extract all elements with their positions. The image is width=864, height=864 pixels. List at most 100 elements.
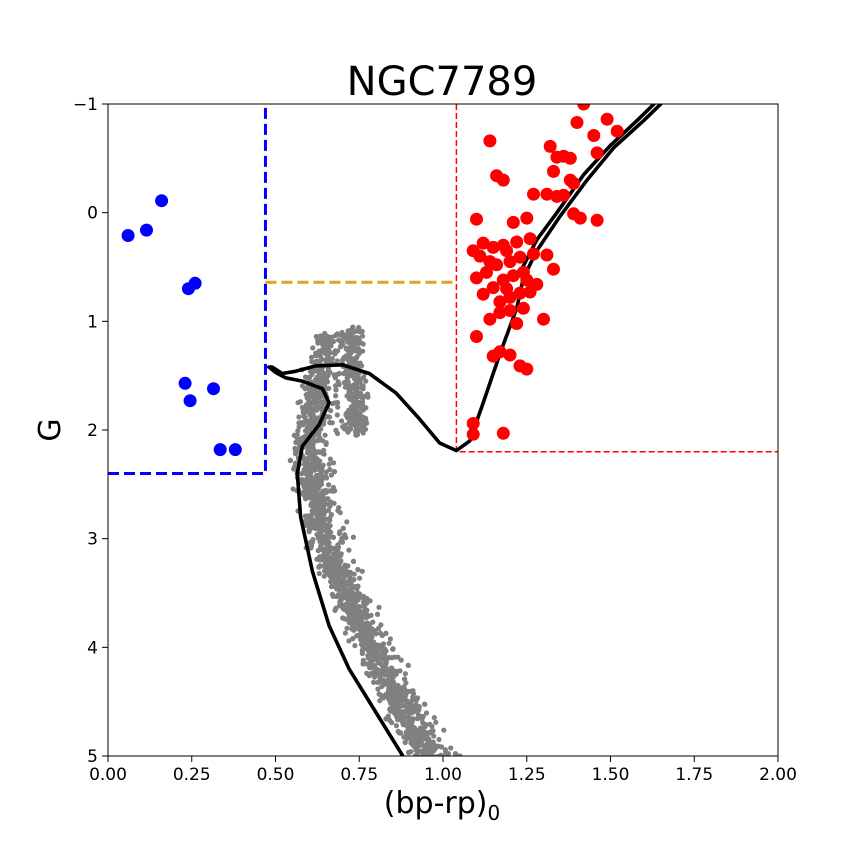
- red-giant-point: [503, 304, 517, 317]
- member-point: [408, 702, 414, 708]
- red-giant-point: [540, 187, 554, 201]
- y-tick-label: 0: [87, 204, 98, 224]
- member-point: [452, 751, 459, 756]
- member-point: [403, 680, 409, 686]
- red-giant-point: [503, 348, 517, 362]
- member-point: [341, 355, 347, 361]
- red-giant-point: [510, 317, 524, 330]
- member-point: [326, 531, 333, 538]
- member-point: [364, 670, 370, 676]
- member-point: [410, 691, 417, 697]
- member-point: [377, 653, 383, 659]
- member-point: [318, 481, 325, 487]
- member-point: [378, 622, 384, 628]
- member-point: [334, 412, 340, 418]
- red-giant-point: [516, 301, 530, 315]
- member-point: [339, 329, 345, 336]
- member-point: [402, 671, 408, 677]
- member-point: [321, 342, 327, 348]
- member-point: [405, 726, 411, 733]
- member-point: [356, 324, 362, 331]
- cluster-members-layer: [287, 324, 463, 764]
- member-point: [315, 473, 321, 479]
- member-point: [379, 632, 385, 639]
- member-point: [334, 400, 341, 406]
- member-point: [330, 534, 336, 541]
- member-point: [335, 548, 341, 554]
- member-point: [412, 741, 418, 747]
- red-giant-point: [486, 240, 500, 254]
- member-point: [398, 702, 404, 709]
- red-giant-point: [480, 265, 493, 279]
- member-point: [359, 405, 365, 411]
- member-point: [316, 535, 322, 541]
- member-point: [364, 636, 370, 642]
- member-point: [293, 460, 299, 466]
- red-giant-point: [520, 362, 534, 376]
- member-point: [308, 461, 314, 467]
- member-point: [325, 335, 331, 341]
- member-point: [389, 720, 395, 726]
- member-point: [442, 747, 448, 753]
- red-giant-point: [493, 345, 507, 359]
- red-giant-point: [476, 236, 490, 250]
- red-giant-point: [557, 188, 571, 202]
- member-point: [331, 338, 337, 344]
- member-point: [333, 387, 339, 393]
- member-point: [322, 432, 328, 438]
- member-point: [304, 450, 311, 456]
- member-point: [320, 507, 326, 514]
- member-point: [398, 730, 404, 736]
- member-point: [329, 557, 335, 564]
- blue-straggler-point: [155, 194, 169, 208]
- x-tick-label: 1.00: [424, 765, 462, 785]
- blue-straggler-point: [207, 382, 220, 396]
- red-giant-point: [573, 211, 587, 225]
- member-point: [325, 547, 331, 554]
- member-point: [315, 367, 321, 373]
- member-point: [364, 595, 370, 602]
- member-point: [411, 759, 416, 764]
- member-point: [428, 757, 433, 762]
- member-point: [366, 622, 372, 628]
- member-point: [308, 413, 315, 419]
- member-point: [325, 507, 332, 513]
- member-point: [323, 359, 330, 365]
- member-point: [323, 376, 329, 382]
- member-point: [414, 731, 420, 737]
- member-point: [375, 686, 381, 692]
- red-giant-point: [550, 150, 564, 164]
- member-point: [333, 427, 339, 433]
- member-point: [321, 511, 327, 518]
- x-tick-label: 0.75: [340, 765, 378, 785]
- member-point: [404, 735, 410, 742]
- member-point: [330, 593, 336, 599]
- member-point: [389, 695, 395, 702]
- blue-straggler-point: [183, 394, 197, 408]
- member-point: [359, 650, 365, 657]
- member-point: [362, 426, 369, 432]
- member-point: [350, 324, 356, 330]
- red-giant-point: [540, 248, 554, 262]
- member-point: [344, 519, 350, 525]
- member-point: [313, 401, 319, 407]
- member-point: [332, 351, 338, 357]
- member-point: [326, 543, 332, 549]
- member-point: [303, 418, 309, 424]
- member-point: [333, 393, 339, 399]
- member-point: [302, 482, 309, 489]
- member-point: [369, 626, 375, 632]
- red-giant-point: [577, 104, 591, 111]
- member-point: [431, 733, 437, 739]
- member-point: [423, 710, 430, 716]
- member-point: [316, 435, 323, 441]
- member-point: [312, 451, 318, 457]
- y-tick-label: 2: [87, 421, 98, 441]
- red-giant-point: [530, 277, 544, 291]
- member-point: [448, 745, 454, 751]
- y-tick-label: −1: [73, 95, 98, 115]
- member-point: [359, 643, 366, 649]
- member-point: [347, 395, 353, 401]
- member-point: [344, 625, 350, 631]
- member-point: [376, 691, 382, 697]
